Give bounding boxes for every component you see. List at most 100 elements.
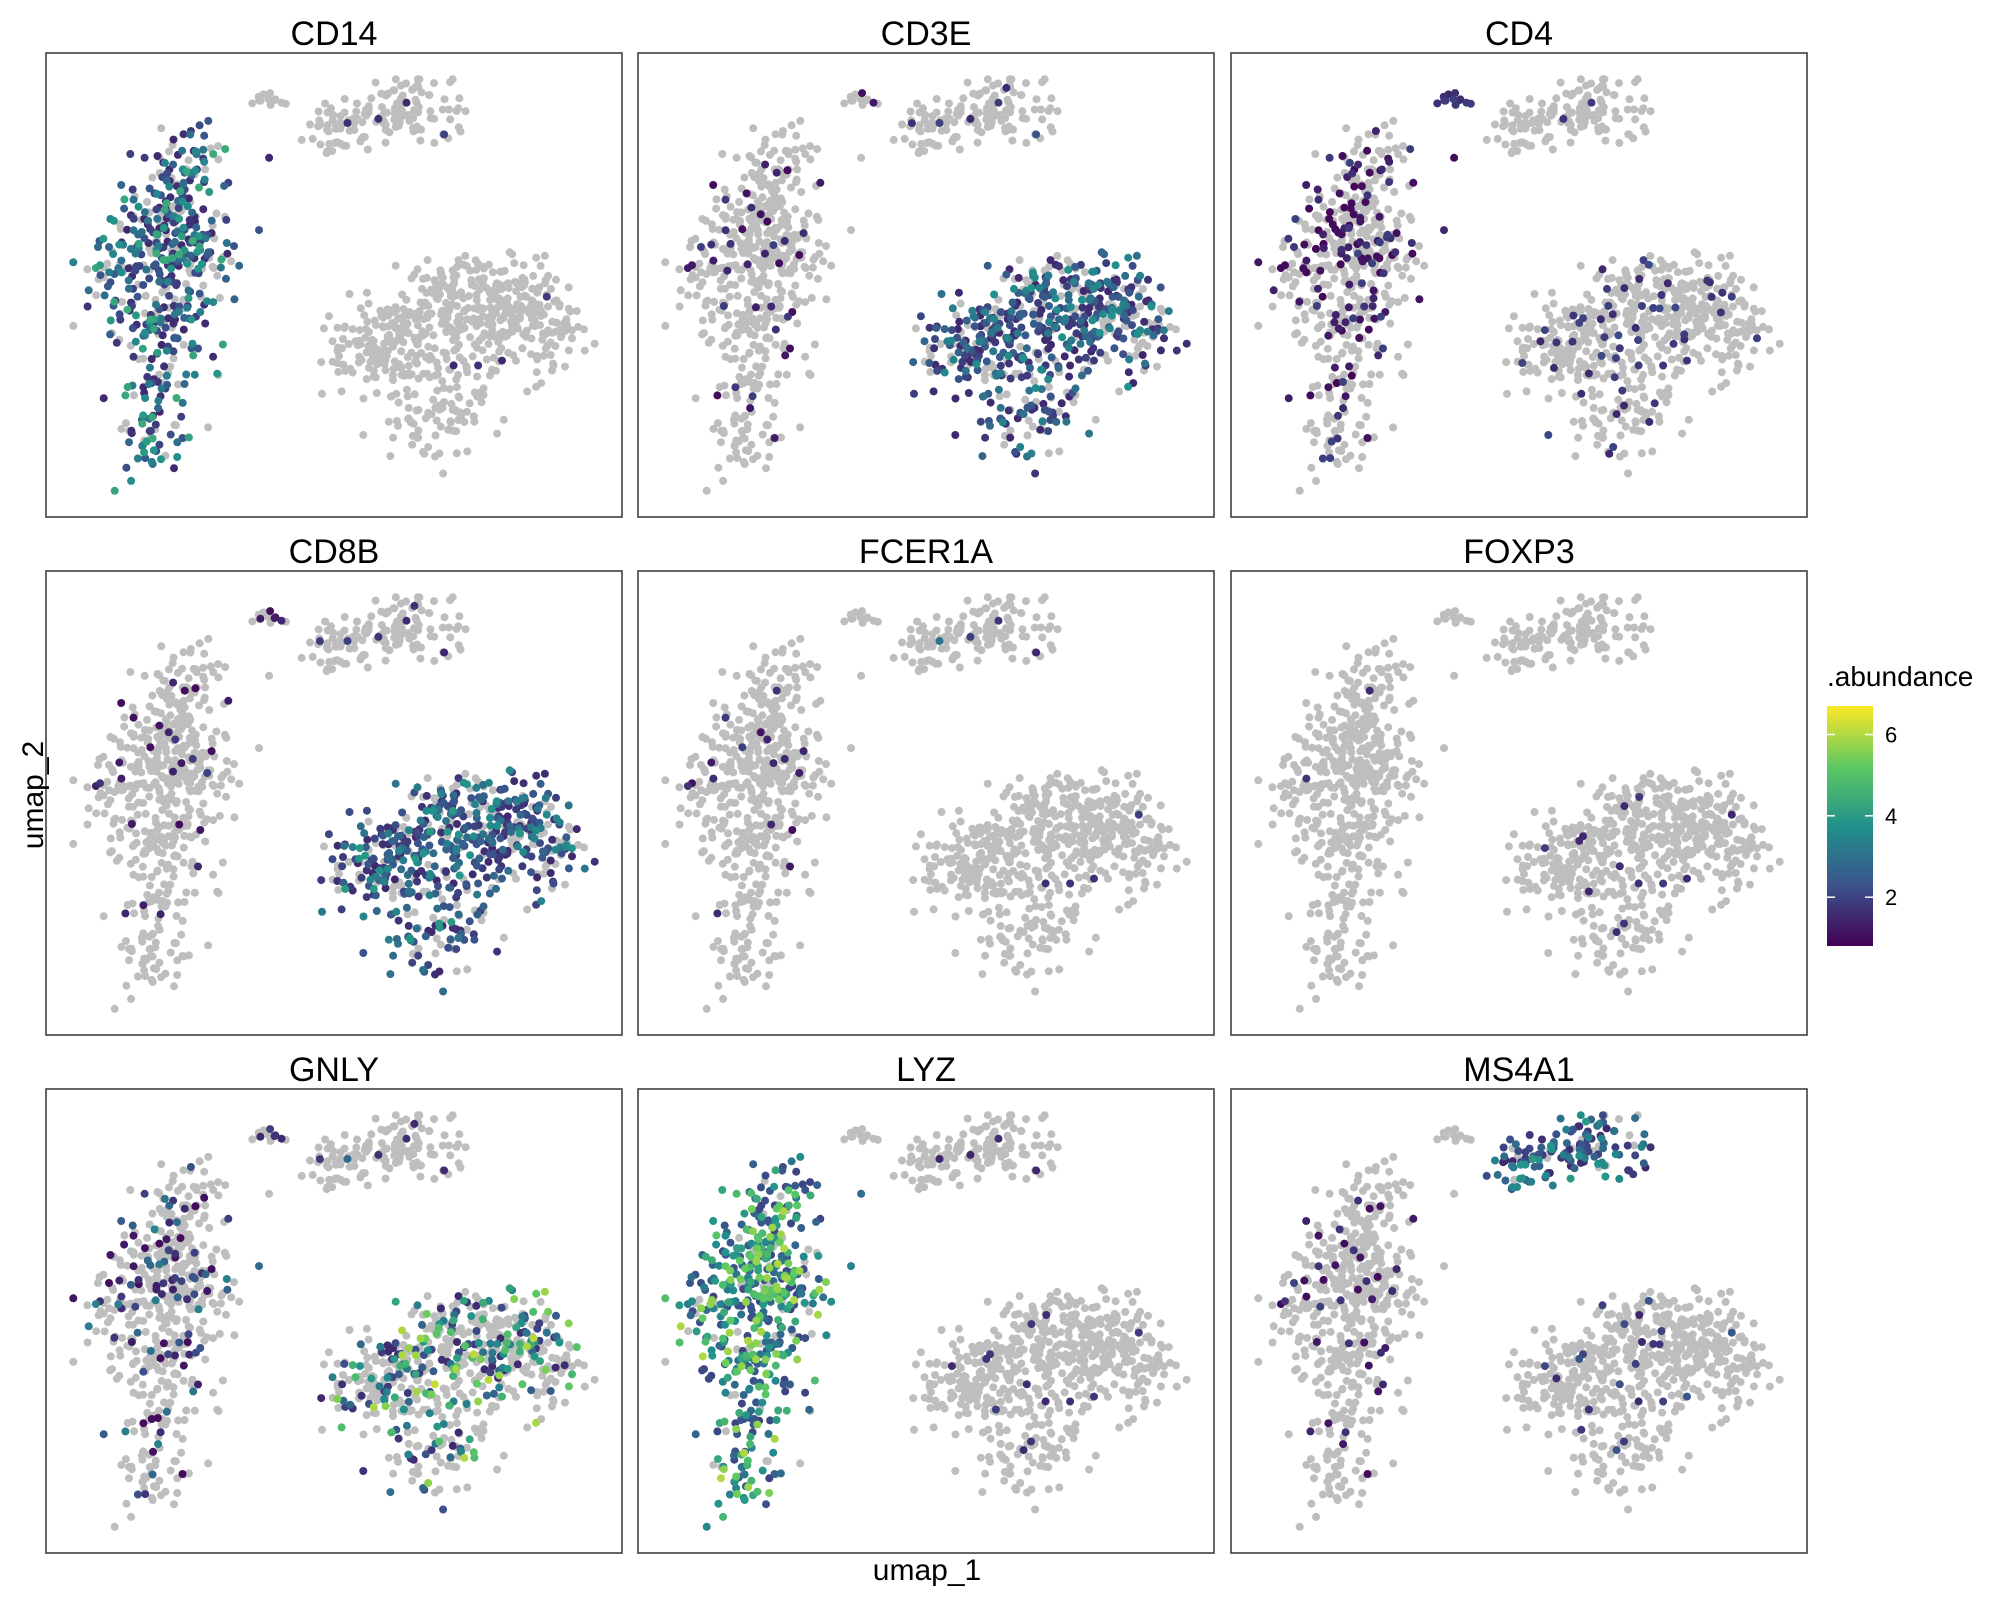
cell-point xyxy=(413,265,422,274)
cell-point xyxy=(488,268,497,277)
cell-point xyxy=(1703,344,1712,353)
expressing-cell-point xyxy=(1348,169,1357,178)
expressing-cell-point xyxy=(1125,355,1134,364)
expressing-cell-point xyxy=(109,216,118,225)
expressing-cell-point xyxy=(94,243,102,251)
cell-point xyxy=(1063,256,1072,265)
cell-point xyxy=(1015,256,1024,265)
cell-point xyxy=(770,398,779,407)
expressing-cell-point xyxy=(1645,417,1654,426)
expressing-cell-point xyxy=(173,334,182,343)
cell-point xyxy=(134,720,143,729)
expressing-cell-point xyxy=(1111,261,1120,270)
cell-point xyxy=(214,142,223,151)
cell-point xyxy=(424,408,433,417)
cell-point xyxy=(762,421,771,429)
expressing-cell-point xyxy=(1345,280,1354,289)
expressing-cell-point xyxy=(169,319,178,328)
cell-point xyxy=(497,267,506,276)
cell-point xyxy=(661,258,670,267)
cell-point xyxy=(1634,426,1643,435)
cell-point xyxy=(1139,284,1147,293)
expressing-cell-point xyxy=(1326,454,1335,463)
expressing-cell-point xyxy=(1031,469,1040,478)
expressing-cell-point xyxy=(1440,96,1449,105)
cell-point xyxy=(430,138,439,147)
cell-point xyxy=(1602,88,1611,97)
cell-point xyxy=(808,263,817,272)
cell-point xyxy=(183,820,192,829)
cell-point xyxy=(544,326,553,335)
cell-point xyxy=(503,281,511,290)
cell-point xyxy=(167,789,176,798)
cell-point xyxy=(339,141,348,150)
expressing-cell-point xyxy=(1610,373,1619,382)
expressing-cell-point xyxy=(723,266,732,275)
cell-point xyxy=(110,815,119,824)
cell-point xyxy=(1394,352,1403,361)
cell-point xyxy=(1664,262,1673,271)
expressing-cell-point xyxy=(1124,253,1133,262)
expressing-cell-point xyxy=(1375,238,1384,247)
cell-point xyxy=(187,833,196,842)
cell-point xyxy=(199,663,208,672)
cell-point xyxy=(336,630,345,639)
cell-point xyxy=(731,331,740,340)
cell-point xyxy=(1028,422,1037,431)
expressing-cell-point xyxy=(123,305,132,314)
cell-point xyxy=(1714,271,1723,280)
expressing-cell-point xyxy=(449,361,458,370)
expressing-cell-point xyxy=(1140,317,1149,326)
expressing-cell-point xyxy=(1074,355,1083,364)
expressing-cell-point xyxy=(153,152,162,160)
expressing-cell-point xyxy=(713,391,722,400)
cell-point xyxy=(1601,136,1610,145)
cell-point xyxy=(1136,302,1144,311)
expressing-cell-point xyxy=(110,297,119,306)
expressing-cell-point xyxy=(196,308,205,316)
cell-point xyxy=(399,369,408,378)
cell-point xyxy=(857,153,866,162)
cell-point xyxy=(1633,266,1642,275)
cell-point xyxy=(1346,451,1355,460)
cell-point xyxy=(1402,255,1411,264)
cell-point xyxy=(1380,289,1389,298)
expressing-cell-point xyxy=(1347,199,1356,208)
expressing-cell-point xyxy=(1657,291,1666,299)
expressing-cell-point xyxy=(1371,127,1380,135)
expressing-cell-point xyxy=(1663,279,1672,288)
cell-point xyxy=(809,255,818,264)
cell-point xyxy=(145,726,154,735)
cell-point xyxy=(1519,367,1528,376)
expressing-cell-point xyxy=(1608,310,1617,319)
expressing-cell-point xyxy=(222,274,230,283)
expressing-cell-point xyxy=(1021,331,1030,340)
cell-point xyxy=(846,92,855,101)
cell-point xyxy=(248,99,257,108)
cell-point xyxy=(551,327,560,336)
expressing-cell-point xyxy=(230,295,239,304)
cell-point xyxy=(1358,226,1367,235)
cell-point xyxy=(1482,135,1491,144)
expressing-cell-point xyxy=(540,769,549,778)
cell-point xyxy=(1502,358,1511,367)
cell-point xyxy=(1420,261,1429,270)
cell-point xyxy=(117,424,126,433)
cell-point xyxy=(397,347,406,356)
expressing-cell-point xyxy=(1069,277,1078,286)
cell-point xyxy=(463,447,472,456)
cell-point xyxy=(1651,333,1660,342)
cell-point xyxy=(1648,368,1657,377)
cell-point xyxy=(1518,323,1527,332)
expressing-cell-point xyxy=(452,945,461,954)
expressing-cell-point xyxy=(1099,310,1107,319)
cell-point xyxy=(754,230,763,239)
cell-point xyxy=(566,307,575,316)
cell-point xyxy=(1405,212,1414,221)
expressing-cell-point xyxy=(1132,251,1141,260)
expressing-cell-point xyxy=(1080,326,1089,335)
expressing-cell-point xyxy=(1060,352,1069,361)
expressing-cell-point xyxy=(1164,307,1173,316)
cell-point xyxy=(214,155,223,164)
